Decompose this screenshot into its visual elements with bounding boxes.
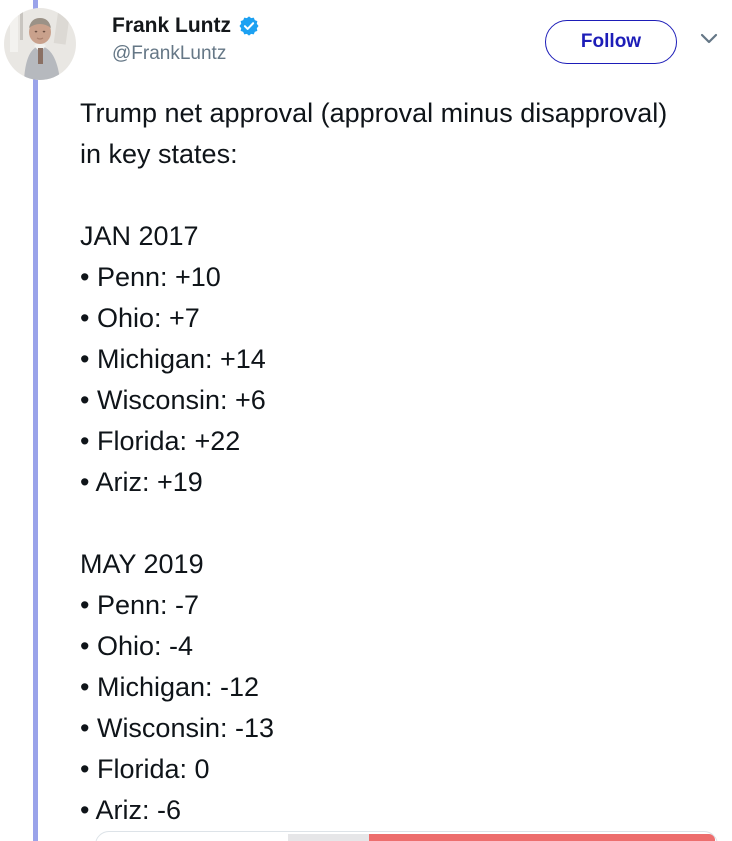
tweet-bullet-line: • Ariz: +19 bbox=[80, 467, 203, 497]
tweet-section-heading: JAN 2017 bbox=[80, 221, 199, 251]
media-gray-segment bbox=[288, 834, 369, 841]
tweet-body: Trump net approval (approval minus disap… bbox=[80, 93, 668, 831]
media-red-bar bbox=[369, 834, 715, 841]
author-name[interactable]: Frank Luntz bbox=[112, 14, 231, 37]
tweet-section: MAY 2019 • Penn: -7 • Ohio: -4 • Michigan: … bbox=[80, 544, 668, 831]
media-attachment[interactable] bbox=[95, 831, 718, 841]
chevron-down-icon[interactable] bbox=[700, 32, 718, 46]
author-block: Frank Luntz @FrankLuntz bbox=[112, 14, 260, 65]
follow-button[interactable]: Follow bbox=[545, 20, 677, 64]
verified-badge-icon bbox=[239, 16, 259, 36]
tweet-intro: Trump net approval (approval minus disap… bbox=[80, 98, 675, 169]
avatar[interactable] bbox=[4, 8, 76, 80]
tweet-bullet-line: • Penn: +10 bbox=[80, 262, 221, 292]
tweet-bullet-line: • Florida: 0 bbox=[80, 754, 210, 784]
tweet-bullet-line: • Ohio: -4 bbox=[80, 631, 193, 661]
avatar-photo bbox=[4, 8, 76, 80]
tweet-bullet-line: • Florida: +22 bbox=[80, 426, 241, 456]
tweet-bullet-line: • Wisconsin: -13 bbox=[80, 713, 275, 743]
tweet-bullet-line: • Michigan: +14 bbox=[80, 344, 266, 374]
tweet-bullet-line: • Michigan: -12 bbox=[80, 672, 260, 702]
tweet-section: JAN 2017 • Penn: +10 • Ohio: +7 • Michigan:… bbox=[80, 216, 668, 503]
thread-connector-line bbox=[33, 0, 38, 841]
tweet-bullet-line: • Penn: -7 bbox=[80, 590, 200, 620]
tweet-bullet-line: • Ohio: +7 bbox=[80, 303, 200, 333]
tweet-bullet-line: • Wisconsin: +6 bbox=[80, 385, 266, 415]
tweet-sections: JAN 2017 • Penn: +10 • Ohio: +7 • Michigan:… bbox=[80, 216, 668, 831]
tweet-section-heading: MAY 2019 bbox=[80, 549, 204, 579]
tweet-bullet-line: • Ariz: -6 bbox=[80, 795, 181, 825]
author-handle[interactable]: @FrankLuntz bbox=[112, 43, 227, 64]
